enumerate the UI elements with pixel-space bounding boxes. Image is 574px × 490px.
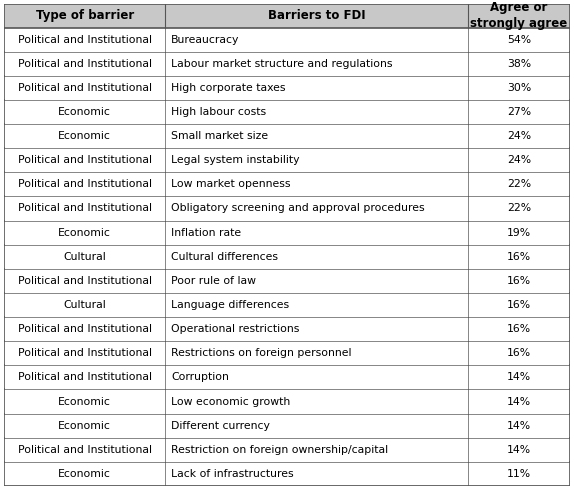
Bar — [4, 438, 570, 462]
Text: Poor rule of law: Poor rule of law — [171, 276, 256, 286]
Text: 16%: 16% — [507, 300, 531, 310]
Bar — [4, 100, 570, 124]
Text: Corruption: Corruption — [171, 372, 229, 382]
Bar — [4, 390, 570, 414]
Bar — [4, 269, 570, 293]
Bar — [4, 245, 570, 269]
Text: Economic: Economic — [58, 469, 111, 479]
Text: Political and Institutional: Political and Institutional — [18, 35, 152, 45]
Text: Barriers to FDI: Barriers to FDI — [268, 9, 366, 22]
Text: Lack of infrastructures: Lack of infrastructures — [171, 469, 293, 479]
Text: Political and Institutional: Political and Institutional — [18, 324, 152, 334]
Text: Political and Institutional: Political and Institutional — [18, 348, 152, 358]
Text: 22%: 22% — [507, 203, 531, 214]
Text: Different currency: Different currency — [171, 421, 270, 431]
Text: 11%: 11% — [507, 469, 531, 479]
Text: Type of barrier: Type of barrier — [36, 9, 134, 22]
Bar — [4, 317, 570, 341]
Text: Low economic growth: Low economic growth — [171, 396, 290, 407]
Text: Restrictions on foreign personnel: Restrictions on foreign personnel — [171, 348, 351, 358]
Bar — [4, 4, 570, 27]
Bar — [4, 51, 570, 76]
Bar — [4, 293, 570, 317]
Bar — [4, 196, 570, 220]
Text: 19%: 19% — [507, 228, 531, 238]
Text: Small market size: Small market size — [171, 131, 268, 141]
Text: Restriction on foreign ownership/capital: Restriction on foreign ownership/capital — [171, 445, 388, 455]
Text: 14%: 14% — [507, 396, 531, 407]
Text: Legal system instability: Legal system instability — [171, 155, 300, 165]
Text: Economic: Economic — [58, 396, 111, 407]
Text: Agree or
strongly agree: Agree or strongly agree — [471, 1, 568, 30]
Bar — [4, 172, 570, 196]
Text: 14%: 14% — [507, 372, 531, 382]
Text: Political and Institutional: Political and Institutional — [18, 59, 152, 69]
Bar — [4, 220, 570, 245]
Bar — [4, 366, 570, 390]
Text: Political and Institutional: Political and Institutional — [18, 179, 152, 189]
Text: 38%: 38% — [507, 59, 531, 69]
Bar — [4, 124, 570, 148]
Text: Language differences: Language differences — [171, 300, 289, 310]
Text: High labour costs: High labour costs — [171, 107, 266, 117]
Text: Economic: Economic — [58, 131, 111, 141]
Text: 16%: 16% — [507, 276, 531, 286]
Text: 16%: 16% — [507, 252, 531, 262]
Text: Political and Institutional: Political and Institutional — [18, 445, 152, 455]
Text: 16%: 16% — [507, 324, 531, 334]
Text: Political and Institutional: Political and Institutional — [18, 155, 152, 165]
Bar — [4, 27, 570, 51]
Text: Operational restrictions: Operational restrictions — [171, 324, 300, 334]
Text: Cultural: Cultural — [63, 252, 106, 262]
Text: Bureaucracy: Bureaucracy — [171, 35, 239, 45]
Text: 27%: 27% — [507, 107, 531, 117]
Text: 14%: 14% — [507, 421, 531, 431]
Bar — [4, 414, 570, 438]
Text: 16%: 16% — [507, 348, 531, 358]
Text: Political and Institutional: Political and Institutional — [18, 276, 152, 286]
Bar — [4, 341, 570, 366]
Text: Political and Institutional: Political and Institutional — [18, 83, 152, 93]
Text: High corporate taxes: High corporate taxes — [171, 83, 285, 93]
Text: Economic: Economic — [58, 107, 111, 117]
Text: Obligatory screening and approval procedures: Obligatory screening and approval proced… — [171, 203, 425, 214]
Text: Low market openness: Low market openness — [171, 179, 290, 189]
Text: 24%: 24% — [507, 155, 531, 165]
Text: 24%: 24% — [507, 131, 531, 141]
Text: Cultural: Cultural — [63, 300, 106, 310]
Text: Cultural differences: Cultural differences — [171, 252, 278, 262]
Text: 14%: 14% — [507, 445, 531, 455]
Text: Economic: Economic — [58, 421, 111, 431]
Text: 22%: 22% — [507, 179, 531, 189]
Text: 30%: 30% — [507, 83, 531, 93]
Bar — [4, 148, 570, 172]
Text: Economic: Economic — [58, 228, 111, 238]
Bar — [4, 462, 570, 486]
Text: 54%: 54% — [507, 35, 531, 45]
Text: Inflation rate: Inflation rate — [171, 228, 241, 238]
Text: Political and Institutional: Political and Institutional — [18, 203, 152, 214]
Text: Labour market structure and regulations: Labour market structure and regulations — [171, 59, 393, 69]
Bar — [4, 76, 570, 100]
Text: Political and Institutional: Political and Institutional — [18, 372, 152, 382]
